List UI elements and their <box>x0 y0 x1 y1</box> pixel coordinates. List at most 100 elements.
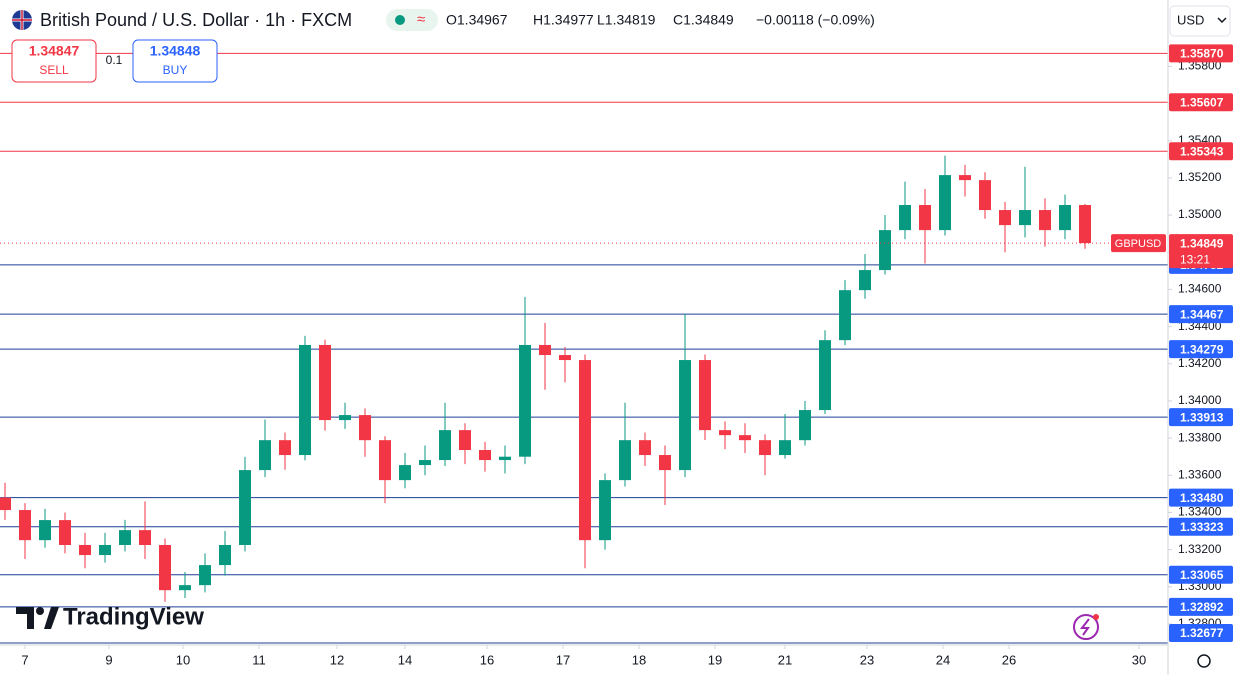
y-tick-label: 1.34000 <box>1178 393 1222 407</box>
ohlc-item: L1.34819 <box>597 12 656 28</box>
candle-body <box>379 440 391 481</box>
candle-body <box>319 344 331 421</box>
news-bolt <box>1079 618 1090 636</box>
candle-body <box>539 344 551 356</box>
candle-body <box>579 360 591 541</box>
ohlc-item: H1.34977 <box>533 12 594 28</box>
x-tick-label: 26 <box>1002 652 1016 667</box>
market-open-dot <box>395 15 405 25</box>
candle-body <box>699 360 711 431</box>
candle-body <box>1019 210 1031 226</box>
level-label: 1.35870 <box>1180 47 1224 61</box>
symbol-label: GBPUSD <box>1115 238 1162 250</box>
x-tick-label: 7 <box>21 652 28 667</box>
level-label-box <box>1169 44 1233 63</box>
symbol-title[interactable]: British Pound / U.S. Dollar · 1h · FXCM <box>40 10 352 30</box>
delay-icon: ≈ <box>417 11 425 28</box>
logo-dot <box>36 607 44 615</box>
candle-body <box>339 415 351 421</box>
candle-body <box>279 440 291 456</box>
level-label-box <box>1169 305 1233 324</box>
last-price-label: 1.34849 <box>1180 236 1224 250</box>
candle-body <box>99 544 111 556</box>
candle-body <box>979 180 991 211</box>
buy-button[interactable] <box>132 39 218 83</box>
candle-body <box>399 465 411 481</box>
candle-body <box>939 175 951 231</box>
candle-body <box>359 415 371 441</box>
logo-text: TradingView <box>63 603 204 630</box>
candle-body <box>779 440 791 456</box>
level-label: 1.34279 <box>1180 342 1224 356</box>
level-label-box <box>1169 517 1233 536</box>
sell-price[interactable]: 1.34847 <box>29 43 80 59</box>
sell-label[interactable]: SELL <box>39 63 69 77</box>
candle-body <box>1079 205 1091 244</box>
currency-button[interactable] <box>1169 5 1231 37</box>
candle-body <box>859 270 871 291</box>
candle-body <box>0 497 11 511</box>
settings-icon[interactable] <box>1197 654 1211 668</box>
candle-body <box>119 530 131 545</box>
x-tick-label: 12 <box>330 652 344 667</box>
logo-slash <box>44 607 59 629</box>
ohlc-item: C1.34849 <box>673 12 734 28</box>
candle-body <box>499 456 511 461</box>
level-label: 1.33913 <box>1180 410 1224 424</box>
candle-body <box>179 585 191 591</box>
buy-label[interactable]: BUY <box>163 63 188 77</box>
axis-labels: 1.328001.330001.332001.334001.336001.338… <box>21 44 1233 667</box>
x-tick-label: 30 <box>1132 652 1146 667</box>
currency[interactable]: USD <box>1177 12 1204 27</box>
x-tick-label: 9 <box>105 652 112 667</box>
candle-body <box>799 410 811 441</box>
x-tick-label: 24 <box>936 652 950 667</box>
level-label-box <box>1169 488 1233 507</box>
countdown: 13:21 <box>1180 252 1210 266</box>
flag-cross-red <box>12 10 32 30</box>
level-label-box <box>1169 408 1233 427</box>
candle-body <box>819 340 831 411</box>
level-label-box <box>1169 565 1233 584</box>
x-tick-label: 19 <box>708 652 722 667</box>
candle-body <box>959 175 971 181</box>
buy-price[interactable]: 1.34848 <box>150 43 201 59</box>
candle-body <box>159 544 171 591</box>
spread: 0.1 <box>106 53 123 67</box>
level-label-box <box>1169 93 1233 112</box>
candle-body <box>299 344 311 456</box>
level-label: 1.35343 <box>1180 144 1224 158</box>
candle-body <box>139 530 151 545</box>
symbol-label-box <box>1111 234 1166 253</box>
x-tick-label: 23 <box>860 652 874 667</box>
y-tick-label: 1.33400 <box>1178 505 1222 519</box>
level-label: 1.33065 <box>1180 568 1224 582</box>
x-tick-label: 16 <box>480 652 494 667</box>
y-tick-label: 1.33200 <box>1178 542 1222 556</box>
candle-body <box>219 544 231 566</box>
level-label-box <box>1169 340 1233 359</box>
status-pill <box>386 9 438 31</box>
level-label-box <box>1169 142 1233 161</box>
y-tick-label: 1.33600 <box>1178 467 1222 481</box>
x-tick-label: 11 <box>252 652 266 667</box>
level-label-box <box>1169 624 1233 642</box>
sell-button[interactable] <box>11 39 97 83</box>
candle-body <box>619 440 631 481</box>
candle-body <box>199 565 211 586</box>
candle-body <box>239 470 251 545</box>
candle-body <box>519 344 531 457</box>
x-tick-label: 18 <box>632 652 646 667</box>
candle-body <box>79 544 91 556</box>
candle-body <box>459 430 471 451</box>
candle-body <box>679 360 691 471</box>
candle-body <box>999 210 1011 226</box>
x-tick-label: 21 <box>778 652 792 667</box>
candle-body <box>439 430 451 461</box>
candle-body <box>879 230 891 271</box>
last-price-box <box>1169 234 1233 269</box>
candle-body <box>1059 205 1071 231</box>
level-label: 1.33323 <box>1180 520 1224 534</box>
candle-body <box>419 460 431 466</box>
